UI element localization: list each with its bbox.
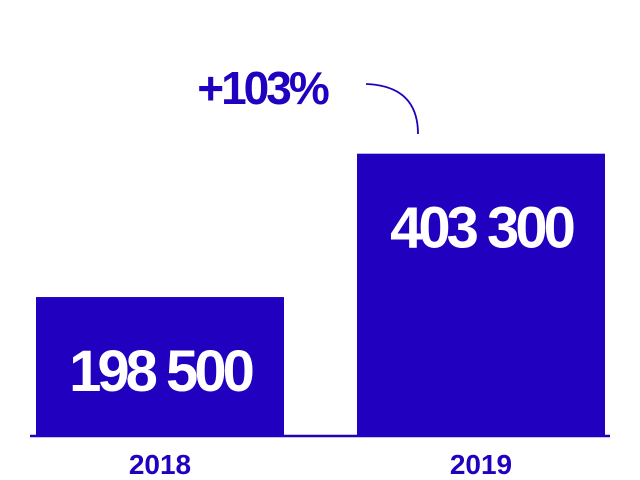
bar-value-labels: 198 500 403 300 [69,196,577,404]
x-tick-label-2019: 2019 [450,449,512,480]
x-tick-labels: 2018 2019 [129,449,512,480]
bars-group [36,153,605,436]
bar-2018 [36,297,284,436]
x-tick-label-2018: 2018 [129,449,191,480]
change-arrow-curve [365,83,419,135]
bar-value-label-2019: 403 300 [390,196,573,261]
bar-2019 [357,153,605,436]
change-annotation: +103% [197,62,329,114]
bar-value-label-2018: 198 500 [69,339,252,404]
